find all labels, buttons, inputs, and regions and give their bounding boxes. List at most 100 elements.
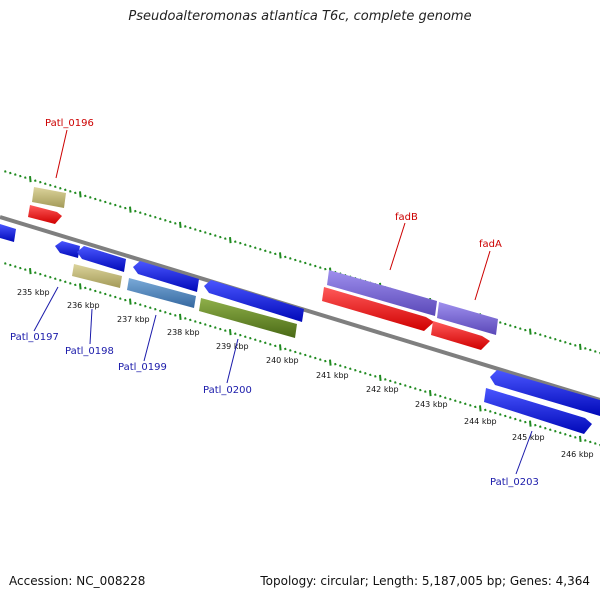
gene-fadb-feature[interactable] (327, 270, 437, 316)
lower-track-tick (184, 317, 187, 320)
upper-track-tick (584, 347, 587, 350)
upper-track-tick (539, 333, 542, 336)
upper-track-tick (74, 191, 77, 195)
lower-track-tick (444, 396, 447, 400)
upper-track-tick (64, 188, 67, 192)
lower-track-tick (384, 378, 387, 381)
label-patl-0200[interactable]: Patl_0200 (203, 385, 252, 396)
gene-blue-stub-left[interactable] (0, 224, 16, 242)
gene-red-arrow-top-left[interactable] (28, 205, 62, 224)
upper-track-tick (14, 173, 17, 176)
lower-track-tick (379, 374, 382, 381)
lower-track-tick (544, 426, 547, 430)
lower-track-tick (374, 375, 377, 378)
callout-line-patl-0197 (33, 286, 59, 332)
upper-track-tick (554, 337, 557, 341)
lower-track-tick (274, 344, 277, 348)
lower-track-tick (339, 364, 342, 367)
lower-track-tick (119, 297, 122, 300)
label-fada[interactable]: fadA (479, 239, 502, 250)
lower-track-tick (474, 405, 477, 409)
upper-track-tick (49, 183, 52, 187)
gene-blue-arrow-right-1[interactable] (490, 370, 600, 416)
upper-track-tick (144, 212, 147, 216)
lower-track-tick (54, 277, 57, 281)
upper-track-tick (34, 179, 37, 182)
upper-track-tick (589, 348, 592, 352)
upper-track-tick (194, 228, 197, 231)
gene-red-arrow-mid-2[interactable] (431, 321, 490, 350)
lower-track-tick (299, 352, 302, 355)
upper-track-tick (324, 267, 327, 271)
upper-track-tick (54, 185, 57, 189)
upper-track-tick (164, 219, 167, 222)
lower-track-tick (419, 388, 422, 392)
upper-track-tick (534, 331, 537, 335)
upper-track-tick (139, 211, 142, 214)
callout-line-patl-0203 (515, 430, 533, 475)
lower-track-tick (449, 397, 452, 401)
gene-red-arrow-mid-1[interactable] (322, 287, 434, 331)
upper-track-tick (229, 237, 232, 244)
lower-track-tick (509, 416, 512, 419)
lower-track-tick (159, 309, 162, 313)
upper-track-tick (154, 215, 157, 219)
label-patl-0199[interactable]: Patl_0199 (118, 362, 167, 373)
lower-track-tick (364, 372, 367, 375)
lower-track-tick (349, 367, 352, 371)
label-fadb[interactable]: fadB (395, 212, 418, 223)
lower-track-tick (489, 410, 492, 413)
lower-track-tick (99, 291, 102, 294)
upper-track-tick (59, 187, 62, 190)
lower-track-tick (534, 423, 537, 427)
lower-track-tick (89, 288, 92, 291)
lower-track-tick (539, 425, 542, 428)
label-patl-0198[interactable]: Patl_0198 (65, 346, 114, 357)
gene-patl-0200-feature[interactable] (199, 298, 297, 338)
gene-patl-0199-feature[interactable] (127, 278, 196, 308)
upper-track-tick (259, 248, 262, 251)
gene-blue-arrow-3[interactable] (204, 280, 304, 322)
upper-track-tick (284, 255, 287, 259)
label-patl-0196[interactable]: Patl_0196 (45, 118, 94, 129)
callout-line-fada (474, 250, 491, 301)
lower-track-tick (319, 358, 322, 361)
gene-blue-small-arrow[interactable] (55, 241, 80, 258)
lower-track-tick (234, 332, 237, 335)
lower-track-tick (529, 420, 532, 427)
upper-track-tick (574, 344, 577, 347)
lower-track-tick (44, 274, 47, 278)
lower-track-tick (344, 365, 347, 369)
gene-blue-arrow-2[interactable] (133, 261, 199, 292)
upper-track-tick (39, 180, 42, 184)
lower-track-tick (199, 321, 202, 325)
gene-blue-arrow-right-2[interactable] (484, 388, 592, 434)
lower-track-tick (139, 303, 142, 306)
upper-track-tick (44, 182, 47, 186)
lower-track-tick (424, 390, 427, 393)
lower-track-tick (464, 402, 467, 406)
label-patl-0197[interactable]: Patl_0197 (10, 332, 59, 343)
lower-track-tick (179, 313, 182, 320)
lower-track-tick (359, 370, 362, 374)
gene-blue-arrow-1[interactable] (77, 246, 126, 272)
upper-track-tick (104, 200, 107, 204)
kbp-label-244: 244 kbp (464, 417, 497, 426)
lower-track-tick (559, 431, 562, 435)
upper-track-tick (264, 249, 267, 253)
upper-track-tick (224, 237, 227, 240)
lower-track-tick (129, 298, 132, 305)
lower-track-tick (49, 275, 52, 279)
lower-track-tick (574, 436, 577, 439)
callout-line-patl-0196 (55, 129, 68, 179)
gene-fada-feature[interactable] (437, 302, 498, 335)
upper-track-tick (179, 221, 182, 228)
lower-track-tick (19, 266, 22, 270)
lower-track-tick (4, 262, 7, 265)
label-patl-0203[interactable]: Patl_0203 (490, 477, 539, 488)
gene-patl-0198-feature[interactable] (72, 264, 122, 288)
upper-track-tick (569, 342, 572, 346)
lower-track-tick (254, 338, 257, 342)
gene-patl-0196-feature[interactable] (32, 187, 66, 208)
lower-track-tick (454, 399, 457, 403)
